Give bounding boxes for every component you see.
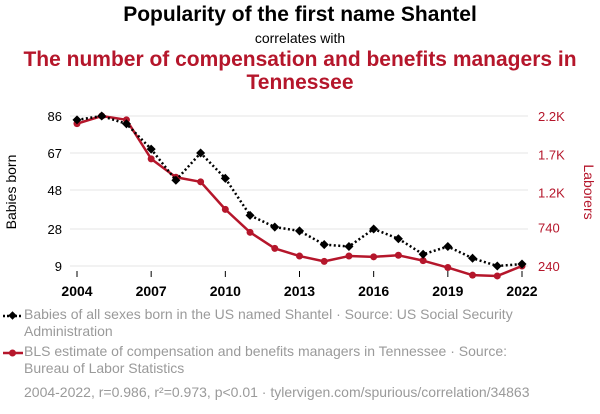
point-laborers xyxy=(469,271,477,279)
point-laborers xyxy=(320,257,328,265)
left-axis-label: Babies born xyxy=(3,155,19,230)
series-line-babies xyxy=(76,114,523,268)
point-laborers xyxy=(246,228,254,236)
point-babies xyxy=(492,261,502,271)
point-babies xyxy=(245,210,255,220)
point-laborers xyxy=(370,253,378,261)
point-laborers xyxy=(147,155,155,163)
point-laborers xyxy=(271,244,279,252)
chart-title: Popularity of the first name Shantel xyxy=(123,3,477,26)
x-tick-label: 2016 xyxy=(358,283,389,299)
footer-stats: 2004-2022, r=0.986, r²=0.973, p<0.01 · t… xyxy=(24,384,530,400)
point-babies xyxy=(393,234,403,244)
point-laborers xyxy=(197,178,205,186)
point-babies xyxy=(220,173,230,183)
x-tick-label: 2019 xyxy=(432,283,463,299)
point-laborers xyxy=(493,272,501,280)
point-babies xyxy=(97,111,107,121)
point-babies xyxy=(72,115,82,125)
series-babies xyxy=(72,111,527,271)
point-babies xyxy=(369,224,379,234)
right-tick-label: 740 xyxy=(538,221,560,236)
point-babies xyxy=(294,226,305,236)
point-babies xyxy=(468,253,478,263)
left-tick-label: 28 xyxy=(48,222,62,237)
point-babies xyxy=(443,241,453,252)
right-axis-ticks: 2.2K 1.7K 1.2K 740 240 xyxy=(538,109,565,274)
right-tick-label: 1.2K xyxy=(538,186,565,201)
right-tick-label: 1.7K xyxy=(538,147,565,162)
point-babies xyxy=(270,222,280,232)
point-laborers xyxy=(444,264,452,272)
point-laborers xyxy=(296,252,303,260)
point-babies xyxy=(121,119,131,129)
chart-connector-text: correlates with xyxy=(254,30,346,46)
x-tick-label: 2004 xyxy=(61,283,92,299)
x-tick-label: 2013 xyxy=(284,283,315,299)
point-laborers xyxy=(345,252,353,260)
right-axis-label: Laborers xyxy=(581,164,597,219)
point-babies xyxy=(418,249,428,259)
legend-label-babies: Babies of all sexes born in the US named… xyxy=(24,306,513,339)
point-babies xyxy=(319,240,329,250)
series-laborers xyxy=(73,112,526,280)
right-tick-label: 2.2K xyxy=(538,109,565,124)
left-tick-label: 86 xyxy=(48,109,62,124)
legend-label-laborers: BLS estimate of compensation and benefit… xyxy=(24,343,508,376)
left-axis-ticks: 86 67 48 28 9 xyxy=(48,109,62,274)
left-tick-label: 48 xyxy=(48,183,62,198)
left-tick-label: 9 xyxy=(55,259,62,274)
x-tick-label: 2007 xyxy=(136,283,167,299)
x-tick-label: 2022 xyxy=(506,283,537,299)
legend-marker-babies xyxy=(3,311,23,320)
point-laborers xyxy=(419,257,427,265)
point-laborers xyxy=(394,251,402,259)
point-babies xyxy=(196,148,206,158)
x-axis-ticks: 2004 2007 2010 2013 2016 2019 2022 xyxy=(61,271,538,299)
left-tick-label: 67 xyxy=(48,146,62,161)
right-tick-label: 240 xyxy=(538,259,560,274)
series-line-laborers xyxy=(76,114,523,278)
chart-subtitle: The number of compensation and benefits … xyxy=(23,48,577,94)
point-laborers xyxy=(221,205,229,213)
point-babies xyxy=(517,259,527,269)
legend-marker-laborers xyxy=(3,349,23,357)
x-tick-label: 2010 xyxy=(210,283,241,299)
